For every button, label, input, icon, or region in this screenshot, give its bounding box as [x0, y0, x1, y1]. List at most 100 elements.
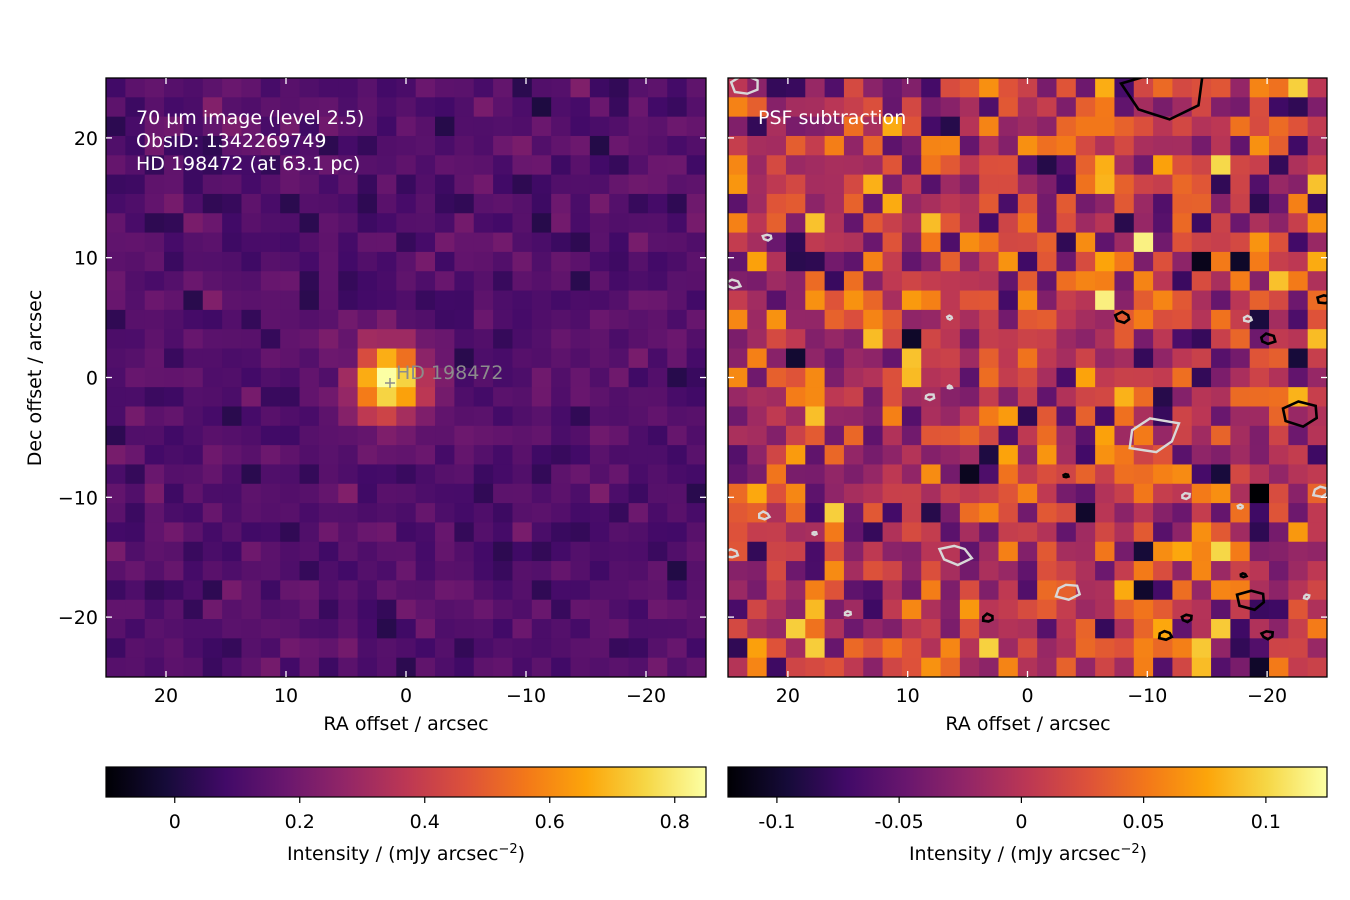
heatmap-cell [493, 97, 514, 118]
heatmap-cell [106, 174, 126, 195]
heatmap-cell [164, 464, 185, 485]
heatmap-cell [747, 174, 768, 195]
heatmap-cell [551, 483, 572, 504]
heatmap-cell [628, 522, 649, 543]
heatmap-cell [1153, 271, 1174, 292]
heatmap-cell [1056, 155, 1077, 176]
heatmap-cell [1249, 541, 1270, 562]
heatmap-cell [396, 290, 417, 311]
heatmap-cell [628, 483, 649, 504]
heatmap-cell [728, 309, 748, 330]
heatmap-cell [747, 213, 768, 234]
heatmap-cell [1288, 638, 1309, 659]
heatmap-cell [1288, 657, 1309, 677]
heatmap-cell [551, 193, 572, 214]
heatmap-cell [164, 619, 185, 639]
heatmap-cell [1017, 116, 1038, 137]
heatmap-cell [1172, 367, 1193, 388]
heatmap-cell [1037, 309, 1058, 330]
heatmap-cell [570, 97, 591, 118]
heatmap-cell [531, 251, 552, 272]
heatmap-cell [512, 483, 533, 504]
heatmap-cell [531, 522, 552, 543]
heatmap-cell [299, 619, 320, 639]
heatmap-cell [843, 657, 864, 677]
heatmap-cell [1230, 367, 1251, 388]
heatmap-cell [589, 193, 610, 214]
heatmap-cell [959, 271, 980, 292]
heatmap-cell [747, 97, 768, 118]
heatmap-cell [570, 174, 591, 195]
heatmap-cell [454, 425, 475, 446]
heatmap-cell [766, 290, 787, 311]
heatmap-cell [1191, 425, 1212, 446]
y-tick-label: 20 [74, 128, 98, 150]
heatmap-cell [647, 541, 668, 562]
heatmap-cell [164, 329, 185, 350]
heatmap-cell [1191, 213, 1212, 234]
heatmap-cell [959, 174, 980, 195]
heatmap-cell [357, 116, 378, 137]
heatmap-cell [766, 155, 787, 176]
heatmap-cell [747, 657, 768, 677]
heatmap-cell [280, 580, 301, 601]
heatmap-cell [1211, 541, 1231, 562]
heatmap-cell [125, 503, 146, 524]
heatmap-cell [222, 619, 243, 639]
heatmap-cell [183, 599, 204, 620]
heatmap-cell [202, 213, 223, 234]
heatmap-cell [843, 445, 864, 466]
heatmap-cell [979, 174, 1000, 195]
heatmap-cell [824, 116, 845, 137]
heatmap-cell [1211, 580, 1231, 601]
heatmap-cell [901, 271, 922, 292]
heatmap-cell [473, 561, 494, 581]
heatmap-cell [241, 174, 262, 195]
heatmap-cell [551, 445, 572, 466]
heatmap-cell [493, 271, 514, 292]
heatmap-cell [183, 135, 204, 156]
heatmap-cell [647, 387, 668, 408]
heatmap-cell [998, 522, 1019, 543]
heatmap-cell [766, 599, 787, 620]
heatmap-cell [202, 503, 223, 524]
negative-contour [1181, 491, 1192, 501]
heatmap-cell [1056, 232, 1077, 253]
heatmap-cell [901, 580, 922, 601]
heatmap-cell [1017, 483, 1038, 504]
heatmap-cell [940, 116, 961, 137]
heatmap-cell [998, 638, 1019, 659]
heatmap-cell [1307, 232, 1327, 253]
heatmap-cell [1017, 425, 1038, 446]
positive-contour [1157, 629, 1174, 642]
heatmap-cell [396, 445, 417, 466]
negative-contour [945, 314, 954, 322]
heatmap-cell [843, 232, 864, 253]
heatmap-cell [512, 309, 533, 330]
heatmap-cell [376, 638, 397, 659]
heatmap-cell [493, 561, 514, 581]
heatmap-cell [979, 657, 1000, 677]
heatmap-cell [376, 251, 397, 272]
annotation-line-2: ObsID: 1342269749 [136, 130, 326, 152]
heatmap-cell [1133, 561, 1154, 581]
heatmap-cell [1133, 251, 1154, 272]
heatmap-cell [901, 135, 922, 156]
heatmap-cell [299, 348, 320, 369]
heatmap-cell [1075, 213, 1096, 234]
heatmap-cell [454, 193, 475, 214]
heatmap-cell [1230, 329, 1251, 350]
heatmap-cell [183, 290, 204, 311]
heatmap-cell [493, 599, 514, 620]
heatmap-cell [921, 387, 942, 408]
heatmap-cell [396, 251, 417, 272]
heatmap-cell [1211, 135, 1231, 156]
heatmap-cell [202, 561, 223, 581]
heatmap-cell [824, 387, 845, 408]
heatmap-cell [551, 619, 572, 639]
heatmap-cell [222, 541, 243, 562]
heatmap-cell [667, 445, 688, 466]
heatmap-cell [338, 619, 359, 639]
x-tick-label: 0 [400, 685, 412, 707]
heatmap-cell [222, 348, 243, 369]
